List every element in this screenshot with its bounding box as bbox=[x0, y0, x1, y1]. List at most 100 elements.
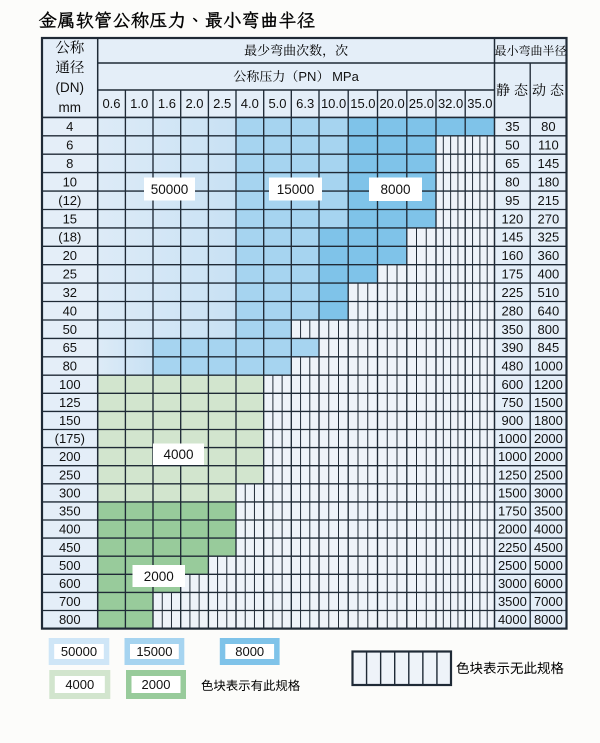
svg-text:100: 100 bbox=[59, 377, 81, 392]
svg-text:80: 80 bbox=[505, 174, 519, 189]
svg-text:35.0: 35.0 bbox=[467, 96, 492, 111]
svg-text:3500: 3500 bbox=[534, 504, 563, 519]
svg-text:4500: 4500 bbox=[534, 540, 563, 555]
svg-text:8000: 8000 bbox=[380, 182, 410, 197]
svg-text:6: 6 bbox=[66, 138, 73, 153]
svg-text:2000: 2000 bbox=[534, 449, 563, 464]
svg-text:280: 280 bbox=[502, 303, 524, 318]
svg-text:145: 145 bbox=[502, 230, 524, 245]
svg-text:7000: 7000 bbox=[534, 594, 563, 609]
svg-text:500: 500 bbox=[59, 558, 81, 573]
svg-text:8: 8 bbox=[66, 156, 73, 171]
svg-text:32: 32 bbox=[63, 285, 77, 300]
svg-text:200: 200 bbox=[59, 449, 81, 464]
svg-text:10: 10 bbox=[63, 174, 77, 189]
svg-text:4000: 4000 bbox=[163, 447, 193, 462]
svg-text:(18): (18) bbox=[58, 230, 81, 245]
svg-text:2000: 2000 bbox=[142, 677, 171, 692]
svg-text:80: 80 bbox=[63, 359, 77, 374]
svg-text:390: 390 bbox=[502, 340, 524, 355]
svg-text:2500: 2500 bbox=[534, 467, 563, 482]
svg-text:(175): (175) bbox=[55, 431, 85, 446]
svg-text:160: 160 bbox=[502, 248, 524, 263]
svg-text:1500: 1500 bbox=[498, 486, 527, 501]
svg-text:325: 325 bbox=[538, 230, 560, 245]
svg-text:270: 270 bbox=[538, 211, 560, 226]
svg-text:400: 400 bbox=[538, 267, 560, 282]
svg-text:180: 180 bbox=[538, 174, 560, 189]
svg-text:145: 145 bbox=[538, 156, 560, 171]
svg-text:65: 65 bbox=[505, 156, 519, 171]
svg-text:(12): (12) bbox=[58, 193, 81, 208]
svg-text:400: 400 bbox=[59, 522, 81, 537]
svg-text:1000: 1000 bbox=[534, 359, 563, 374]
svg-text:25: 25 bbox=[63, 267, 77, 282]
svg-text:35: 35 bbox=[505, 119, 519, 134]
svg-text:1.6: 1.6 bbox=[158, 96, 176, 111]
svg-text:5000: 5000 bbox=[534, 558, 563, 573]
svg-text:640: 640 bbox=[538, 303, 560, 318]
svg-text:0.6: 0.6 bbox=[102, 96, 120, 111]
svg-text:PN: PN bbox=[298, 69, 316, 84]
svg-text:2000: 2000 bbox=[534, 431, 563, 446]
svg-text:25.0: 25.0 bbox=[409, 96, 434, 111]
svg-text:2000: 2000 bbox=[498, 522, 527, 537]
svg-text:1200: 1200 bbox=[534, 377, 563, 392]
svg-text:8000: 8000 bbox=[235, 644, 264, 659]
svg-text:10.0: 10.0 bbox=[321, 96, 346, 111]
svg-text:4.0: 4.0 bbox=[241, 96, 259, 111]
svg-text:15000: 15000 bbox=[277, 182, 315, 197]
svg-text:4000: 4000 bbox=[498, 612, 527, 627]
svg-text:800: 800 bbox=[538, 322, 560, 337]
svg-text:3000: 3000 bbox=[498, 576, 527, 591]
svg-text:125: 125 bbox=[59, 395, 81, 410]
svg-text:MPa: MPa bbox=[332, 69, 360, 84]
svg-text:6.3: 6.3 bbox=[296, 96, 314, 111]
svg-text:95: 95 bbox=[505, 193, 519, 208]
svg-text:480: 480 bbox=[502, 359, 524, 374]
svg-text:350: 350 bbox=[502, 322, 524, 337]
svg-text:4: 4 bbox=[66, 119, 73, 134]
svg-text:6000: 6000 bbox=[534, 576, 563, 591]
svg-text:800: 800 bbox=[59, 612, 81, 627]
svg-text:5.0: 5.0 bbox=[268, 96, 286, 111]
svg-text:600: 600 bbox=[59, 576, 81, 591]
svg-text:450: 450 bbox=[59, 540, 81, 555]
svg-text:110: 110 bbox=[538, 138, 559, 153]
svg-text:845: 845 bbox=[538, 340, 560, 355]
svg-text:3500: 3500 bbox=[498, 594, 527, 609]
svg-text:(DN): (DN) bbox=[56, 80, 85, 95]
svg-text:215: 215 bbox=[538, 193, 560, 208]
svg-text:120: 120 bbox=[502, 211, 524, 226]
svg-text:50000: 50000 bbox=[61, 644, 97, 659]
svg-text:15: 15 bbox=[63, 211, 77, 226]
svg-text:300: 300 bbox=[59, 486, 81, 501]
svg-text:2000: 2000 bbox=[144, 569, 174, 584]
svg-text:600: 600 bbox=[502, 377, 524, 392]
svg-text:1000: 1000 bbox=[498, 431, 527, 446]
svg-text:40: 40 bbox=[63, 303, 77, 318]
svg-text:65: 65 bbox=[63, 340, 77, 355]
svg-text:225: 225 bbox=[502, 285, 524, 300]
svg-text:20: 20 bbox=[63, 248, 77, 263]
svg-text:150: 150 bbox=[59, 413, 81, 428]
svg-text:mm: mm bbox=[59, 100, 82, 115]
svg-text:4000: 4000 bbox=[534, 522, 563, 537]
svg-text:1250: 1250 bbox=[498, 467, 527, 482]
svg-text:32.0: 32.0 bbox=[438, 96, 463, 111]
svg-text:350: 350 bbox=[59, 504, 81, 519]
svg-text:4000: 4000 bbox=[65, 677, 94, 692]
svg-text:50: 50 bbox=[505, 138, 519, 153]
svg-text:1500: 1500 bbox=[534, 395, 563, 410]
svg-text:510: 510 bbox=[538, 285, 560, 300]
svg-text:2.5: 2.5 bbox=[213, 96, 231, 111]
svg-text:8000: 8000 bbox=[534, 612, 563, 627]
svg-text:50000: 50000 bbox=[151, 182, 189, 197]
svg-text:2250: 2250 bbox=[498, 540, 527, 555]
svg-text:15.0: 15.0 bbox=[350, 96, 375, 111]
svg-text:1.0: 1.0 bbox=[130, 96, 148, 111]
svg-text:175: 175 bbox=[502, 267, 524, 282]
svg-text:3000: 3000 bbox=[534, 486, 563, 501]
svg-text:700: 700 bbox=[59, 594, 81, 609]
svg-text:1800: 1800 bbox=[534, 413, 563, 428]
